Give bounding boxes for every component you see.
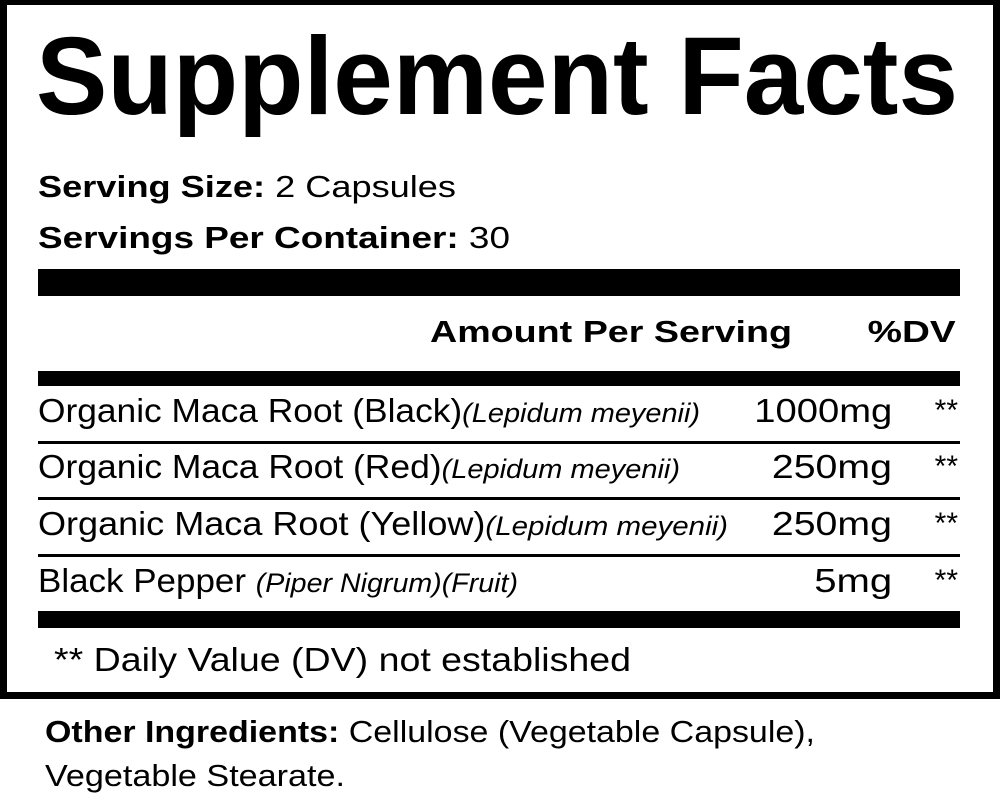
ingredient-name: Organic Maca Root (Red) bbox=[38, 448, 442, 485]
other-ingredients: Other Ingredients: Cellulose (Vegetable … bbox=[45, 714, 815, 749]
row-divider bbox=[38, 441, 960, 444]
ingredient-dv: ** bbox=[934, 564, 958, 597]
ingredient-amount: 1000mg bbox=[754, 392, 892, 429]
ingredient-amount: 250mg bbox=[772, 505, 892, 542]
ingredient-row: Organic Maca Root (Red)(Lepidum meyenii) bbox=[38, 448, 680, 485]
dv-header: %DV bbox=[868, 314, 956, 349]
servings-per-container: Servings Per Container: 30 bbox=[38, 220, 511, 255]
serving-size: Serving Size: 2 Capsules bbox=[38, 169, 456, 204]
dv-footnote: ** Daily Value (DV) not established bbox=[54, 641, 631, 678]
ingredient-latin: (Lepidum meyenii) bbox=[441, 454, 680, 484]
row-divider bbox=[38, 497, 960, 500]
ingredient-latin: (Lepidum meyenii) bbox=[485, 511, 728, 541]
row-divider bbox=[38, 554, 960, 557]
supplement-facts-panel bbox=[0, 0, 1000, 699]
ingredient-dv: ** bbox=[934, 394, 958, 427]
panel-title: Supplement Facts bbox=[36, 15, 958, 138]
ingredient-dv: ** bbox=[934, 507, 958, 540]
ingredient-latin: (Piper Nigrum)(Fruit) bbox=[255, 568, 518, 598]
ingredient-latin: (Lepidum meyenii) bbox=[462, 398, 700, 428]
ingredient-row: Black Pepper (Piper Nigrum)(Fruit) bbox=[38, 562, 518, 599]
ingredient-name: Organic Maca Root (Yellow) bbox=[38, 505, 486, 542]
other-ingredients-line2: Vegetable Stearate. bbox=[45, 758, 345, 793]
ingredient-row: Organic Maca Root (Yellow)(Lepidum meyen… bbox=[38, 505, 728, 542]
ingredient-name: Black Pepper bbox=[38, 562, 256, 599]
ingredient-dv: ** bbox=[934, 450, 958, 483]
ingredient-name: Organic Maca Root (Black) bbox=[38, 392, 463, 429]
ingredient-row: Organic Maca Root (Black)(Lepidum meyeni… bbox=[38, 392, 700, 429]
ingredient-amount: 5mg bbox=[814, 562, 892, 599]
thick-divider bbox=[38, 269, 960, 296]
amount-per-serving-header: Amount Per Serving bbox=[430, 314, 792, 349]
thick-divider-bottom bbox=[38, 611, 960, 628]
ingredient-amount: 250mg bbox=[772, 448, 892, 485]
medium-divider bbox=[38, 371, 960, 386]
